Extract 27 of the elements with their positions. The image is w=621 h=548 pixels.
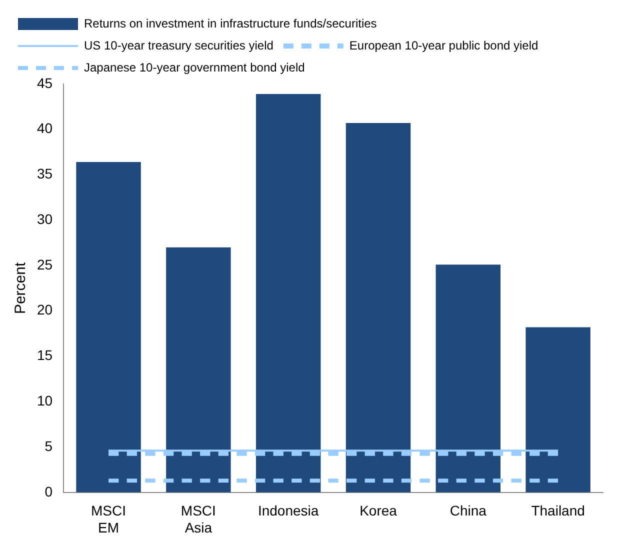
y-axis-title: Percent bbox=[12, 262, 30, 314]
x-tick-label: MSCI EM bbox=[91, 502, 126, 536]
legend-label: European 10-year public bond yield bbox=[349, 38, 538, 52]
y-tick-label: 30 bbox=[36, 210, 53, 227]
y-tick-label: 20 bbox=[36, 302, 53, 318]
x-tick-label: Thailand bbox=[531, 502, 585, 519]
legend-label: Japanese 10-year government bond yield bbox=[84, 60, 305, 74]
legend-label: US 10-year treasury securities yield bbox=[84, 38, 274, 52]
y-tick-label: 45 bbox=[36, 74, 53, 91]
bar bbox=[526, 327, 590, 492]
x-tick-label: MSCI Asia bbox=[180, 502, 216, 536]
x-tick-label: Korea bbox=[360, 502, 398, 519]
bar bbox=[76, 162, 141, 492]
y-tick-label: 25 bbox=[36, 256, 53, 272]
legend-label: Returns on investment in infrastructure funds/securities bbox=[84, 16, 377, 30]
y-tick-label: 35 bbox=[36, 166, 53, 182]
bar bbox=[346, 123, 411, 492]
x-tick-label: Indonesia bbox=[258, 502, 319, 519]
bar bbox=[166, 247, 231, 492]
y-tick-label: 40 bbox=[36, 120, 53, 136]
y-tick-label: 15 bbox=[36, 347, 53, 364]
x-tick-label: China bbox=[450, 502, 487, 519]
bar bbox=[256, 94, 321, 492]
y-tick-label: 5 bbox=[44, 438, 53, 454]
y-tick-label: 10 bbox=[36, 392, 53, 409]
bar bbox=[436, 264, 501, 492]
y-tick-label: 0 bbox=[44, 483, 53, 500]
